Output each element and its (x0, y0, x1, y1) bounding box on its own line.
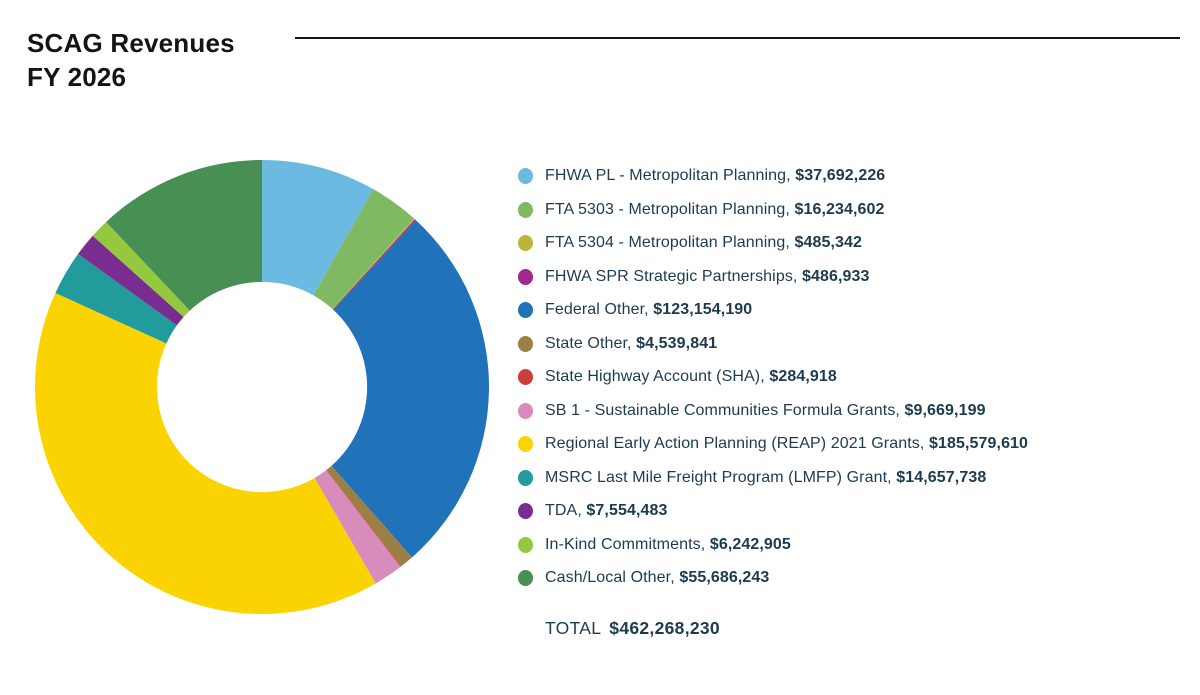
donut-chart (35, 160, 489, 614)
legend-item-value: $185,579,610 (928, 435, 1029, 452)
legend-item: Federal Other, $123,154,190 (518, 298, 1188, 322)
legend-item: TDA, $7,554,483 (518, 499, 1188, 523)
legend-color-dot-icon (518, 268, 533, 285)
legend-item-value: $6,242,905 (709, 535, 791, 553)
legend-item-label: FHWA PL - Metropolitan Planning (545, 167, 787, 184)
legend-color-dot-icon (518, 335, 533, 352)
legend-item: MSRC Last Mile Freight Program (LMFP) Gr… (518, 466, 1188, 490)
donut-segment (78, 235, 184, 326)
legend-item-separator: , (670, 569, 680, 586)
legend-item-separator: , (577, 502, 587, 519)
legend-item: Regional Early Action Planning (REAP) 20… (518, 432, 1188, 456)
legend-item-separator: , (785, 234, 795, 251)
legend-item-label: FTA 5304 - Metropolitan Planning (545, 234, 786, 251)
donut-segment (326, 465, 412, 567)
legend-item-label: Cash/Local Other (545, 569, 671, 586)
legend-item-label: Regional Early Action Planning (REAP) 20… (545, 435, 920, 452)
legend-item-label: FHWA SPR Strategic Partnerships (545, 267, 793, 285)
legend-item-value: $485,342 (794, 234, 863, 251)
legend-item-separator: , (644, 301, 654, 318)
header-divider-line (295, 37, 1180, 39)
donut-segment (35, 292, 376, 614)
legend-color-dot-icon (518, 536, 533, 553)
legend-item-label: In-Kind Commitments (545, 535, 701, 553)
legend-item-value: $4,539,841 (636, 334, 718, 352)
total-value: $462,268,230 (609, 618, 720, 638)
legend-color-dot-icon (518, 570, 533, 586)
legend-item-value: $16,234,602 (794, 200, 885, 218)
legend-item-separator: , (786, 167, 796, 184)
donut-segment (326, 470, 402, 567)
donut-segment (313, 189, 414, 309)
legend-item: FHWA PL - Metropolitan Planning, $37,692… (518, 164, 1188, 188)
total-label: TOTAL (545, 618, 602, 638)
legend-color-dot-icon (518, 369, 533, 385)
legend-item-separator: , (895, 401, 905, 419)
legend-item: Cash/Local Other, $55,686,243 (518, 566, 1188, 590)
donut-segment (331, 220, 489, 558)
legend-color-dot-icon (518, 235, 533, 251)
legend-color-dot-icon (518, 436, 533, 452)
donut-segment (92, 221, 190, 317)
legend-item-separator: , (760, 368, 770, 385)
donut-chart-svg (35, 160, 489, 614)
donut-segment (55, 253, 177, 344)
legend-item: In-Kind Commitments, $6,242,905 (518, 533, 1188, 557)
legend-color-dot-icon (518, 168, 533, 184)
legend-item: FHWA SPR Strategic Partnerships, $486,93… (518, 265, 1188, 289)
chart-legend: FHWA PL - Metropolitan Planning, $37,692… (518, 164, 1188, 639)
donut-segment (314, 470, 401, 584)
legend-item: State Highway Account (SHA), $284,918 (518, 365, 1188, 389)
legend-item-separator: , (919, 435, 929, 452)
legend-item-separator: , (700, 535, 710, 553)
legend-item-separator: , (887, 468, 897, 486)
legend-item-value: $486,933 (802, 267, 870, 285)
page-title-line1: SCAG Revenues (27, 28, 235, 58)
page-title: SCAG Revenues FY 2026 (27, 26, 235, 94)
donut-segment (262, 160, 374, 296)
legend-color-dot-icon (518, 201, 533, 218)
donut-segment (332, 219, 417, 310)
legend-item-label: MSRC Last Mile Freight Program (LMFP) Gr… (545, 468, 888, 486)
legend-item-label: State Highway Account (SHA) (545, 368, 761, 385)
legend-item: State Other, $4,539,841 (518, 332, 1188, 356)
legend-color-dot-icon (518, 503, 533, 519)
legend-color-dot-icon (518, 469, 533, 486)
page-title-line2: FY 2026 (27, 62, 127, 92)
legend-item-label: TDA (545, 502, 578, 519)
legend-item-value: $55,686,243 (679, 569, 770, 586)
legend-item-value: $123,154,190 (653, 301, 753, 318)
legend-item-label: FTA 5303 - Metropolitan Planning (545, 200, 786, 218)
donut-segment (106, 160, 262, 311)
legend-item: FTA 5303 - Metropolitan Planning, $16,23… (518, 198, 1188, 222)
legend-item-label: State Other (545, 334, 628, 352)
legend-item-value: $9,669,199 (904, 401, 986, 419)
legend-item-value: $37,692,226 (795, 167, 886, 184)
legend-item-separator: , (785, 200, 795, 218)
legend-item-separator: , (792, 267, 803, 285)
legend-item-value: $284,918 (769, 368, 837, 385)
legend-item-label: SB 1 - Sustainable Communities Formula G… (545, 401, 896, 419)
legend-color-dot-icon (518, 402, 533, 419)
legend-item: FTA 5304 - Metropolitan Planning, $485,3… (518, 231, 1188, 255)
legend-item-value: $7,554,483 (586, 502, 668, 519)
legend-item-value: $14,657,738 (896, 468, 987, 486)
total-row: TOTAL $462,268,230 (518, 618, 1188, 639)
legend-item: SB 1 - Sustainable Communities Formula G… (518, 399, 1188, 423)
legend-item-separator: , (627, 334, 637, 352)
donut-segment (332, 218, 415, 310)
legend-item-label: Federal Other (545, 301, 645, 318)
legend-color-dot-icon (518, 302, 533, 318)
legend-rows: FHWA PL - Metropolitan Planning, $37,692… (518, 164, 1188, 590)
